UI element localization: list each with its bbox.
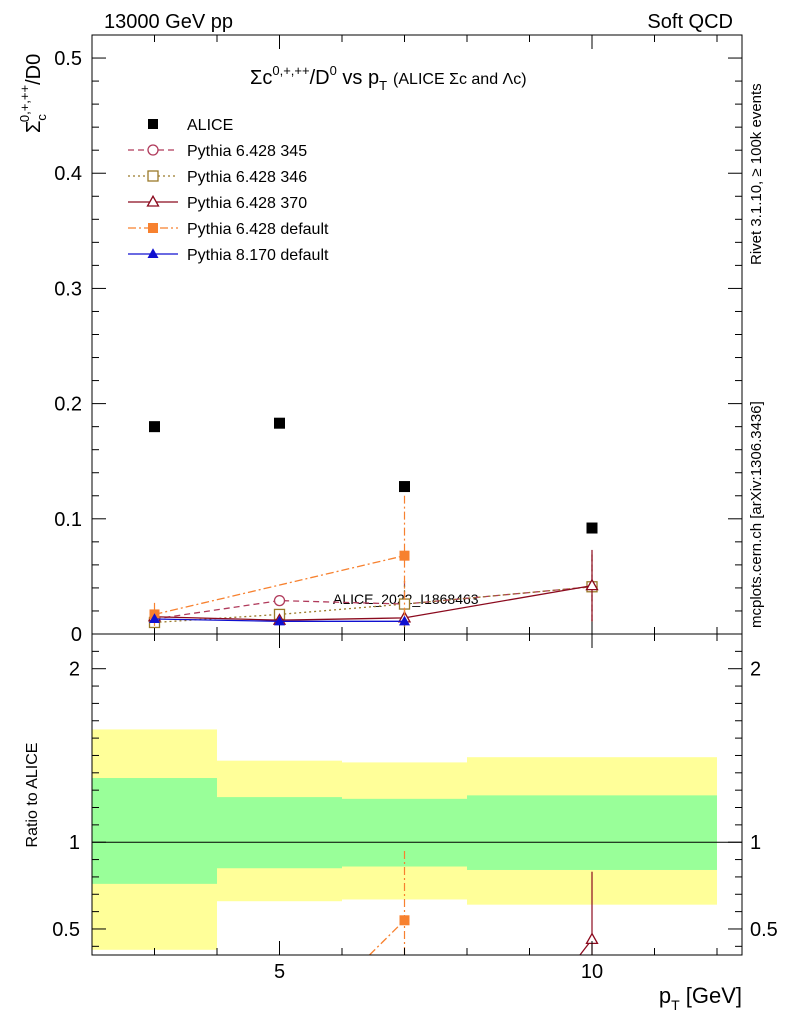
- ratio-series-pythia-6-428-default: [369, 850, 410, 956]
- band-inner: [217, 797, 342, 869]
- main-series-group: [147, 417, 599, 629]
- series-line: [154, 584, 593, 621]
- ratio-bands: [92, 729, 717, 950]
- marker-triangle: [147, 248, 159, 258]
- legend-item: Pythia 6.428 default: [128, 221, 329, 238]
- ratio-y-tick-label: 1: [69, 832, 80, 854]
- legend-label: Pythia 8.170 default: [187, 247, 329, 264]
- marker-square: [399, 915, 410, 926]
- title-sub: T: [379, 78, 387, 93]
- legend-label: Pythia 6.428 default: [187, 221, 329, 238]
- marker-square: [148, 223, 158, 233]
- ratio-y-tick-label-right: 0.5: [750, 919, 778, 941]
- series-pythia-6-428-370: [147, 549, 599, 625]
- ratio-y-tick-label: 2: [69, 659, 80, 681]
- ratio-y-tick-labels: 0.5 0.5 1 1 2 2: [52, 659, 778, 941]
- xlabel-unit: [GeV]: [680, 983, 742, 1008]
- legend-item: Pythia 6.428 370: [128, 194, 307, 212]
- marker-square: [274, 417, 285, 429]
- title-main: Σc: [250, 67, 272, 89]
- marker-square: [148, 119, 158, 129]
- legend-item: Pythia 6.428 346: [128, 169, 307, 186]
- title-sup1: 0,+,++: [272, 63, 309, 78]
- header-left-label: 13000 GeV pp: [104, 11, 233, 33]
- marker-square-open: [147, 170, 159, 182]
- marker-square: [399, 481, 410, 493]
- marker-triangle-open: [146, 194, 160, 207]
- ratio-x-tick-labels: 5 10: [274, 961, 603, 983]
- main-ticks: [91, 34, 742, 635]
- marker-triangle: [149, 613, 160, 624]
- marker-triangle: [399, 615, 410, 626]
- mcplots-label: mcplots.cern.ch [arXiv:1306.3436]: [748, 401, 765, 628]
- main-y-tick-labels: 0 0.1 0.2 0.3 0.4 0.5: [54, 48, 82, 646]
- main-title: Σc0,+,++/D0 vs pT (ALICE Σc and Λc): [250, 63, 527, 93]
- xlabel-main: p: [659, 983, 671, 1008]
- ratio-y-tick-label: 0.5: [52, 919, 80, 941]
- xlabel-sub: T: [671, 997, 680, 1013]
- ylabel-sup: 0,+,++: [17, 85, 32, 122]
- legend-item: Pythia 8.170 default: [128, 247, 329, 264]
- marker-triangle: [274, 615, 285, 626]
- ratio-y-tick-label-right: 2: [750, 659, 761, 681]
- ylabel-tail: /D0: [23, 54, 45, 85]
- marker-square: [399, 550, 410, 561]
- legend: ALICE Pythia 6.428 345 Pythia 6.428 346 Pyt…: [128, 117, 329, 264]
- series-alice: [149, 417, 598, 534]
- header-right-label: Soft QCD: [647, 11, 733, 33]
- ylabel-main: Σ: [23, 121, 45, 133]
- ratio-ticks: [91, 633, 742, 955]
- marker-square: [149, 421, 160, 433]
- title-mid: /D: [310, 67, 330, 89]
- title-sup2: 0: [330, 63, 337, 78]
- ratio-series-group: [369, 850, 599, 956]
- series-pythia-8-170-default: [149, 613, 410, 626]
- marker-circle-open: [147, 144, 159, 156]
- legend-label: Pythia 6.428 345: [187, 143, 307, 160]
- main-y-label: Σc0,+,++/D0: [17, 54, 49, 133]
- main-panel: 00.10.20.30.40.5 Σc0,+,++/D0 vs pT (ALICE…: [17, 34, 743, 646]
- title-vs: vs p: [337, 67, 379, 89]
- legend-label: ALICE: [187, 117, 233, 134]
- legend-label: Pythia 6.428 370: [187, 195, 307, 212]
- marker-square: [586, 522, 598, 534]
- ylabel-sub: c: [34, 114, 49, 121]
- ratio-line: [369, 919, 405, 956]
- y-tick-label: 0: [71, 624, 82, 646]
- legend-label: Pythia 6.428 346: [187, 169, 307, 186]
- y-tick-label: 0.4: [54, 163, 82, 185]
- series-line: [154, 586, 593, 620]
- ratio-y-tick-label-right: 1: [750, 832, 761, 854]
- ratio-frame: [91, 633, 743, 956]
- title-small: (ALICE Σc and Λc): [393, 71, 527, 88]
- x-axis-label: pT [GeV]: [659, 983, 742, 1013]
- marker-triangle-open: [585, 578, 599, 591]
- y-tick-label: 0.1: [54, 509, 82, 531]
- band-inner: [467, 795, 717, 870]
- marker-circle-open: [273, 594, 286, 607]
- ratio-y-label: Ratio to ALICE: [24, 743, 41, 848]
- x-tick-label: 10: [581, 961, 603, 983]
- series-line: [154, 555, 405, 616]
- x-tick-label: 5: [274, 961, 285, 983]
- ratio-panel: 0.5 0.5 1 1 2 2 5 10 Ratio to ALICE pT [GeV]: [24, 633, 778, 1013]
- legend-item: ALICE: [148, 117, 233, 134]
- rivet-label: Rivet 3.1.10, ≥ 100k events: [748, 83, 765, 265]
- y-tick-label: 0.5: [54, 48, 82, 70]
- band-inner: [92, 778, 217, 884]
- y-tick-label: 0.3: [54, 278, 82, 300]
- y-tick-label: 0.2: [54, 394, 82, 416]
- legend-item: Pythia 6.428 345: [128, 143, 307, 160]
